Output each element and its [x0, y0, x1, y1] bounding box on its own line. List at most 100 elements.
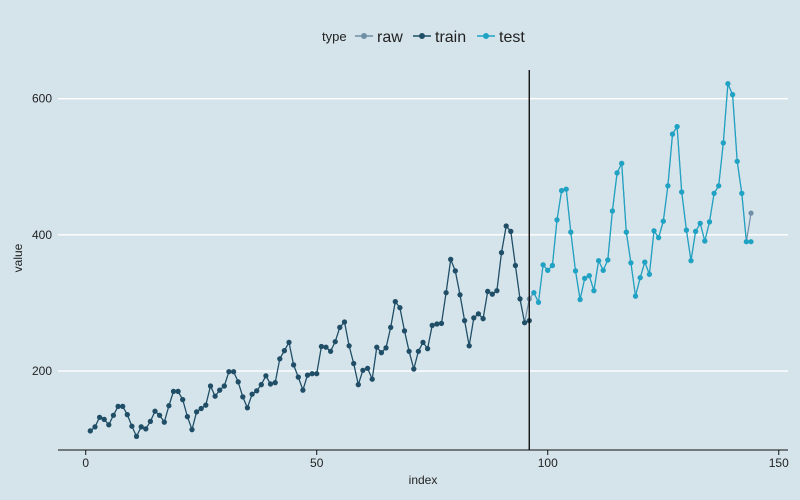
data-point-train: [346, 343, 352, 349]
data-point-test: [554, 217, 560, 223]
data-point-train: [138, 424, 144, 430]
data-point-train: [295, 374, 301, 380]
data-point-test: [693, 228, 699, 234]
data-point-train: [147, 418, 153, 424]
data-point-train: [194, 409, 200, 415]
data-point-train: [503, 223, 509, 229]
data-point-train: [267, 381, 274, 387]
data-point-train: [244, 405, 250, 411]
y-axis-title: value: [11, 243, 25, 272]
data-point-train: [157, 412, 163, 418]
data-point-train: [480, 316, 486, 322]
data-point-test: [596, 258, 602, 264]
data-point-test: [623, 229, 629, 235]
data-point-train: [355, 382, 361, 388]
data-point-test: [706, 219, 713, 225]
data-point-train: [143, 426, 149, 432]
legend-key-point: [483, 33, 489, 39]
data-point-train: [378, 350, 384, 356]
data-point-train: [351, 360, 357, 367]
data-point-test: [605, 257, 611, 263]
data-point-train: [92, 424, 98, 430]
data-point-train: [318, 343, 324, 350]
data-point-test: [660, 218, 666, 224]
data-point-train: [508, 228, 514, 234]
data-point-train: [452, 268, 458, 274]
data-point-train: [438, 320, 445, 326]
data-point-test: [540, 262, 546, 268]
data-point-train: [226, 369, 232, 375]
data-point-train: [415, 348, 421, 354]
data-point-train: [277, 356, 283, 362]
data-point-train: [249, 391, 255, 397]
legend-key-point: [361, 33, 367, 39]
data-point-train: [512, 262, 519, 269]
data-point-train: [392, 299, 398, 305]
data-point-train: [374, 344, 380, 350]
data-point-test: [739, 190, 745, 196]
data-point-train: [314, 371, 320, 377]
data-point-train: [457, 292, 463, 298]
data-point-train: [517, 296, 523, 302]
data-point-train: [212, 393, 218, 399]
data-point-train: [184, 414, 190, 420]
data-point-train: [462, 318, 468, 324]
data-point-train: [420, 339, 426, 345]
data-point-train: [221, 383, 227, 389]
data-point-test: [600, 267, 606, 273]
data-point-test: [720, 140, 726, 146]
data-point-train: [309, 371, 315, 377]
data-point-train: [207, 383, 214, 389]
data-point-raw: [748, 210, 754, 216]
data-point-test: [679, 189, 685, 195]
data-point-train: [489, 291, 495, 297]
x-tick-label: 100: [538, 456, 558, 470]
data-point-train: [383, 345, 389, 351]
gridlines: [58, 97, 788, 372]
data-point-train: [101, 416, 107, 422]
data-point-test: [591, 288, 597, 294]
data-point-train: [281, 348, 287, 354]
x-tick-label: 0: [82, 456, 89, 470]
data-point-test: [619, 160, 625, 166]
data-point-test: [734, 158, 740, 164]
data-point-train: [323, 344, 329, 350]
data-point-train: [106, 422, 112, 428]
data-point-test: [586, 273, 592, 279]
data-point-test: [743, 239, 750, 245]
data-point-train: [240, 394, 246, 400]
data-point-test: [531, 290, 537, 296]
data-point-train: [401, 328, 408, 334]
data-point-train: [466, 343, 472, 349]
legend-label-raw: raw: [377, 29, 403, 46]
data-point-train: [443, 290, 449, 296]
data-point-train: [235, 379, 241, 385]
data-point-test: [674, 124, 680, 130]
data-point-test: [716, 183, 722, 189]
data-point-test: [568, 229, 574, 235]
data-point-test: [656, 235, 662, 241]
data-point-train: [189, 427, 195, 433]
legend-item-raw: raw: [355, 29, 403, 46]
data-point-train: [263, 373, 269, 379]
data-point-train: [175, 388, 181, 394]
data-point-train: [434, 321, 440, 327]
data-point-train: [304, 372, 311, 378]
y-tick-label: 400: [32, 228, 52, 242]
data-point-train: [471, 315, 477, 321]
series-train: [87, 223, 532, 439]
data-point-train: [388, 324, 394, 330]
data-point-train: [110, 412, 116, 418]
data-point-test: [545, 267, 551, 273]
data-point-train: [341, 319, 348, 325]
y-tick-label: 200: [32, 364, 52, 378]
legend-item-test: test: [477, 29, 525, 46]
legend-title: type: [322, 29, 347, 44]
data-point-train: [337, 324, 343, 330]
data-point-test: [642, 259, 648, 265]
data-point-train: [300, 387, 306, 393]
data-point-train: [258, 382, 264, 388]
data-point-test: [665, 183, 671, 189]
legend-items: raw train test: [355, 29, 525, 46]
data-point-test: [632, 293, 639, 299]
